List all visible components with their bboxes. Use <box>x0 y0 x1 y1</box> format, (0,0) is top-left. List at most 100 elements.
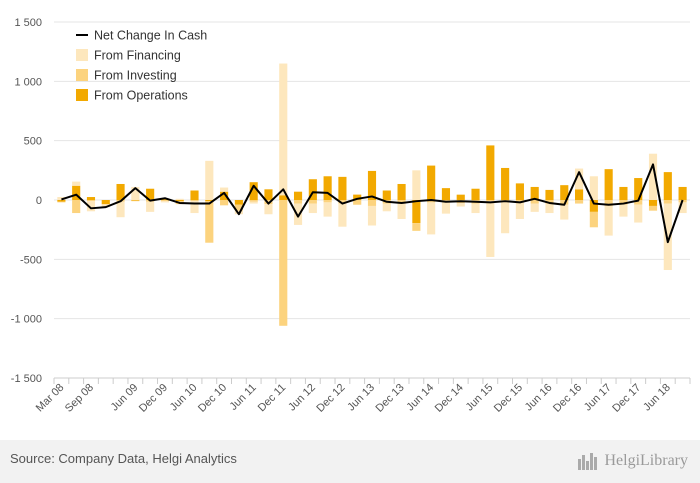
bar-from-investing <box>619 200 628 205</box>
legend-label: From Operations <box>94 89 188 103</box>
legend-label: From Investing <box>94 69 177 83</box>
bar-from-investing <box>648 205 658 211</box>
bar-from-operations <box>308 179 317 200</box>
net-change-line-group <box>61 163 684 244</box>
x-tick-label: Dec 12 <box>314 382 347 415</box>
bar-from-financing <box>663 203 672 271</box>
bar-from-investing <box>308 200 317 204</box>
bar-from-operations <box>175 200 184 202</box>
x-tick-label: Dec 09 <box>137 382 170 415</box>
bar-from-financing <box>486 201 495 257</box>
bar-from-financing <box>279 63 288 196</box>
bar-from-operations <box>279 195 288 200</box>
bar-from-financing <box>175 198 184 200</box>
bar-from-investing <box>663 200 672 204</box>
legend-item-net-change: Net Change In Cash <box>76 29 207 43</box>
bar-from-investing <box>220 200 229 206</box>
bar-from-investing <box>589 211 598 228</box>
bar-from-financing <box>160 201 169 203</box>
x-tick-label: Jun 18 <box>641 382 673 414</box>
bar-from-operations <box>501 167 510 200</box>
bar-from-financing <box>367 205 377 226</box>
bar-from-investing <box>575 200 584 204</box>
bar-from-operations <box>634 178 643 200</box>
bar-from-financing <box>412 170 421 200</box>
helgi-library-logo: HelgiLibrary <box>577 449 688 473</box>
bar-from-operations <box>323 176 332 200</box>
library-icon <box>578 453 598 470</box>
bar-from-investing <box>279 200 288 326</box>
x-tick-label: Dec 14 <box>433 382 466 415</box>
bar-from-operations <box>160 199 169 200</box>
x-tick-label: Dec 15 <box>492 382 525 415</box>
bar-from-financing <box>545 203 554 214</box>
bar-from-financing <box>441 202 451 214</box>
bar-from-financing <box>353 194 362 195</box>
bar-from-financing <box>560 204 569 220</box>
bar-from-operations <box>412 200 421 224</box>
bar-from-operations <box>589 200 598 212</box>
bar-from-operations <box>72 185 81 200</box>
bar-from-financing <box>72 181 81 186</box>
bar-from-financing <box>589 176 598 200</box>
bar-from-financing <box>293 203 303 225</box>
bar-from-operations <box>604 169 613 200</box>
bar-from-financing <box>634 204 643 223</box>
bar-from-operations <box>515 183 524 200</box>
bar-from-investing <box>57 201 66 203</box>
bar-from-financing <box>249 201 258 204</box>
bar-from-investing <box>101 204 110 205</box>
bar-from-operations <box>545 189 554 200</box>
x-tick-label: Jun 17 <box>582 382 614 414</box>
bar-from-operations <box>382 190 391 200</box>
bar-from-investing <box>160 200 169 202</box>
legend-item: From Financing <box>76 49 181 63</box>
x-tick-label: Dec 10 <box>196 382 229 415</box>
legend-swatch <box>76 69 88 81</box>
bar-from-investing <box>397 200 406 204</box>
bars <box>57 63 687 326</box>
y-tick-label: -1 500 <box>11 373 42 385</box>
x-tick-label: Jun 09 <box>109 382 141 414</box>
bar-from-financing <box>575 168 584 190</box>
y-tick-label: 1 000 <box>14 76 42 88</box>
bar-from-investing <box>427 200 436 203</box>
bar-from-operations <box>619 186 628 200</box>
x-tick-label: Mar 08 <box>34 382 67 415</box>
bar-from-operations <box>293 191 303 200</box>
y-tick-label: 500 <box>24 136 42 148</box>
bar-from-investing <box>323 200 332 203</box>
bar-from-financing <box>456 202 465 207</box>
bar-from-operations <box>486 145 495 200</box>
bar-from-investing <box>486 200 495 202</box>
x-tick-label: Jun 15 <box>464 382 496 414</box>
bar-from-financing <box>323 202 332 217</box>
bar-from-investing <box>353 200 362 205</box>
bar-from-operations <box>249 182 258 200</box>
bar-from-operations <box>663 172 672 200</box>
bar-from-financing <box>678 202 687 214</box>
bar-from-operations <box>338 176 347 200</box>
bar-from-financing <box>220 187 229 192</box>
bar-from-operations <box>101 200 110 205</box>
bar-from-investing <box>604 200 613 206</box>
bar-from-financing <box>190 201 199 214</box>
legend-swatch <box>76 89 88 101</box>
x-tick-label: Dec 16 <box>551 382 584 415</box>
x-tick-label: Sep 08 <box>63 382 96 415</box>
footer: Source: Company Data, Helgi Analytics He… <box>0 440 700 483</box>
bar-from-operations <box>86 197 96 200</box>
bar-from-financing <box>205 160 214 200</box>
x-tick-label: Dec 13 <box>374 382 407 415</box>
bar-from-financing <box>471 203 480 214</box>
bar-from-investing <box>515 200 524 203</box>
bar-from-operations <box>264 189 273 200</box>
bar-from-operations <box>678 186 687 200</box>
bar-from-financing <box>101 204 110 208</box>
bar-from-financing <box>338 203 347 227</box>
bar-from-financing <box>131 186 140 200</box>
bar-from-financing <box>427 202 436 235</box>
y-tick-label: -500 <box>20 254 42 266</box>
x-tick-label: Jun 10 <box>168 382 200 414</box>
bar-from-financing <box>530 203 539 212</box>
